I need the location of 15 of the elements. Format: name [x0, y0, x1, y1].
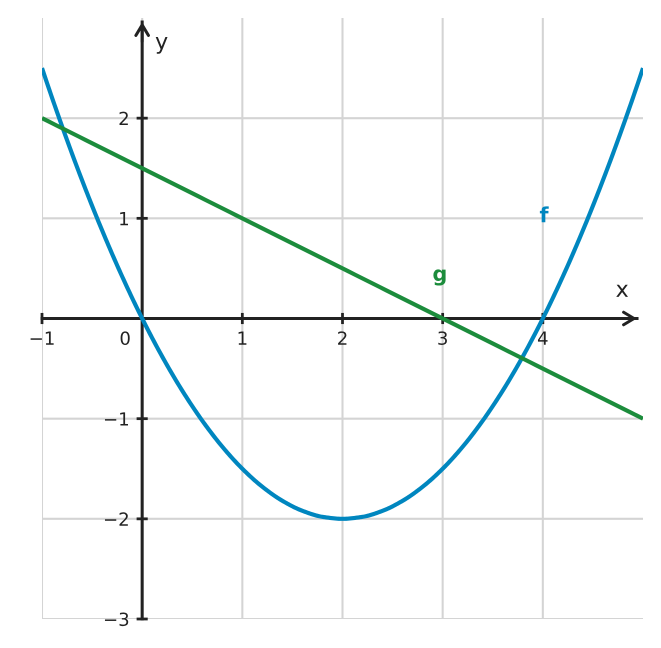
series-label: f — [540, 206, 549, 222]
y-tick-label: −1 — [104, 412, 128, 426]
series-label: g — [433, 269, 446, 286]
x-tick-label: 2 — [338, 331, 346, 345]
x-axis-title: x — [616, 284, 628, 297]
y-axis-title: y — [156, 36, 168, 54]
x-tick-label: 3 — [438, 331, 447, 345]
x-tick-label: 0 — [120, 331, 130, 345]
y-tick-label: −2 — [104, 512, 128, 526]
y-tick-label: −3 — [104, 612, 128, 626]
x-tick-label: 4 — [538, 332, 548, 345]
y-tick-label: 1 — [120, 212, 128, 226]
x-tick-label: −1 — [30, 332, 54, 345]
y-tick-label: 2 — [120, 112, 128, 126]
x-tick-label: 1 — [238, 332, 246, 345]
